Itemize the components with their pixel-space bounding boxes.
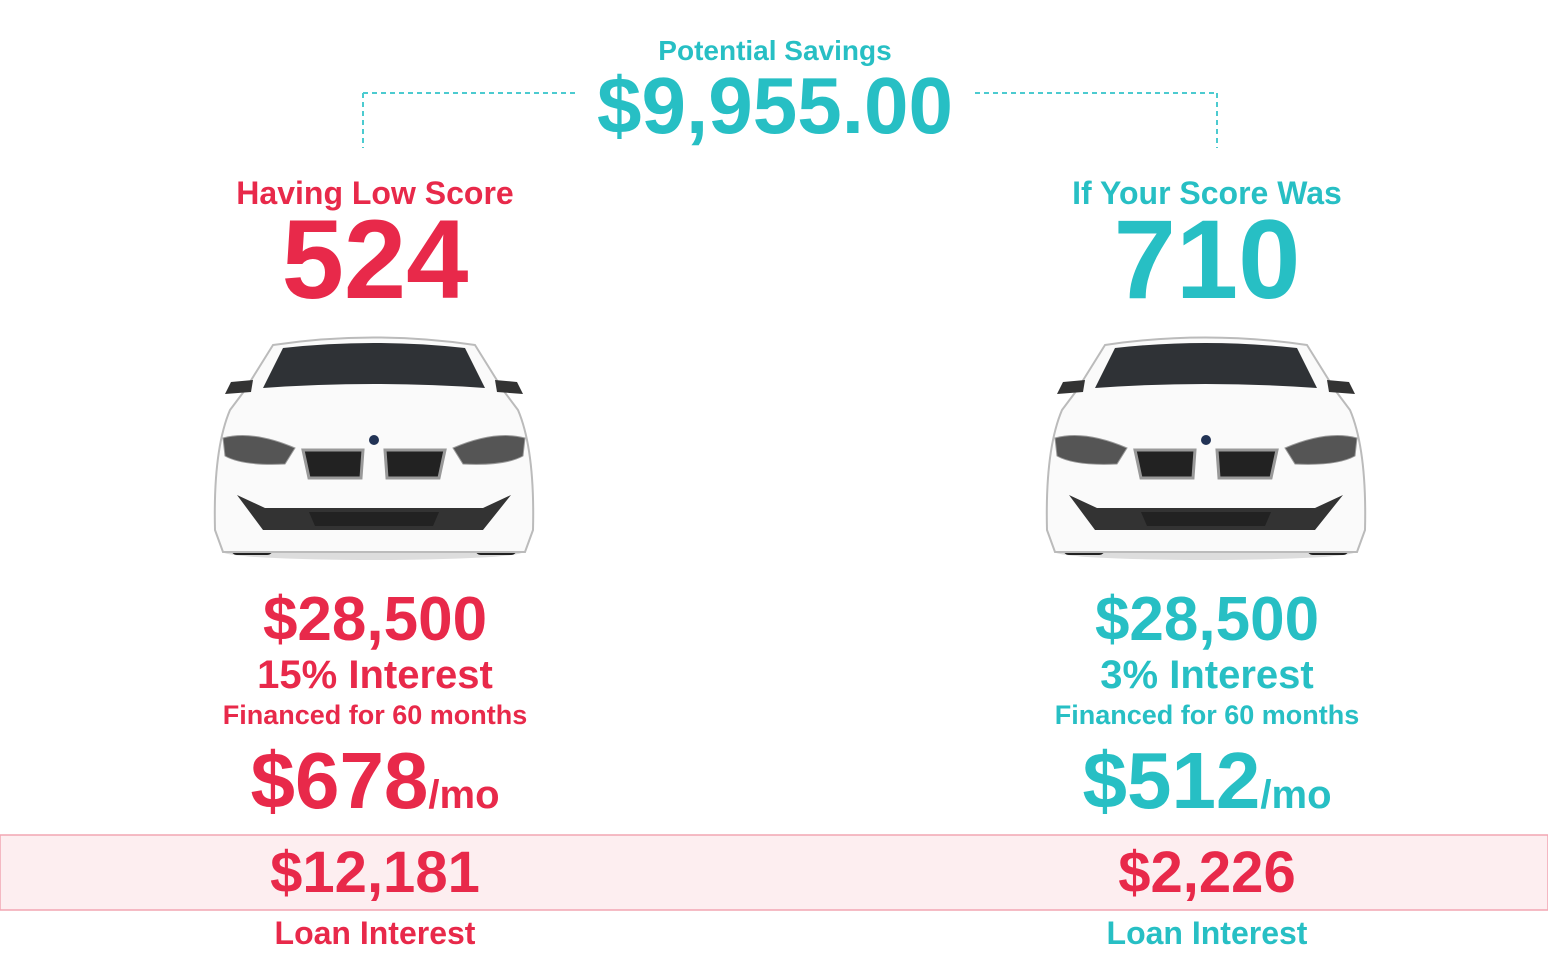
payment: $512 — [1082, 736, 1260, 825]
car-image — [1045, 336, 1367, 562]
low-column: Having Low Score 524 $28,500 15% Interes… — [213, 175, 535, 951]
loan-interest: $2,226 — [1118, 840, 1295, 905]
high-column: If Your Score Was 710 $28,500 3% Interes… — [1045, 175, 1367, 951]
interest-band — [0, 834, 1548, 911]
price: $28,500 — [263, 585, 487, 654]
payment-line: $678/mo — [250, 736, 499, 825]
per-month: /mo — [1260, 773, 1331, 817]
score: 524 — [282, 197, 469, 322]
payment-line: $512/mo — [1082, 736, 1331, 825]
savings-amount: $9,955.00 — [597, 61, 953, 150]
heading: Having Low Score — [236, 175, 513, 211]
loan-interest-label: Loan Interest — [275, 915, 476, 951]
per-month: /mo — [428, 773, 499, 817]
term: Financed for 60 months — [1055, 700, 1360, 730]
score: 710 — [1114, 197, 1301, 322]
loan-interest-label: Loan Interest — [1107, 915, 1308, 951]
car-image — [213, 336, 535, 562]
heading: If Your Score Was — [1072, 175, 1342, 211]
savings-label: Potential Savings — [658, 35, 891, 66]
price: $28,500 — [1095, 585, 1319, 654]
loan-interest: $12,181 — [270, 840, 480, 905]
payment: $678 — [250, 736, 428, 825]
rate: 3% Interest — [1100, 653, 1313, 697]
rate: 15% Interest — [257, 653, 493, 697]
term: Financed for 60 months — [223, 700, 528, 730]
